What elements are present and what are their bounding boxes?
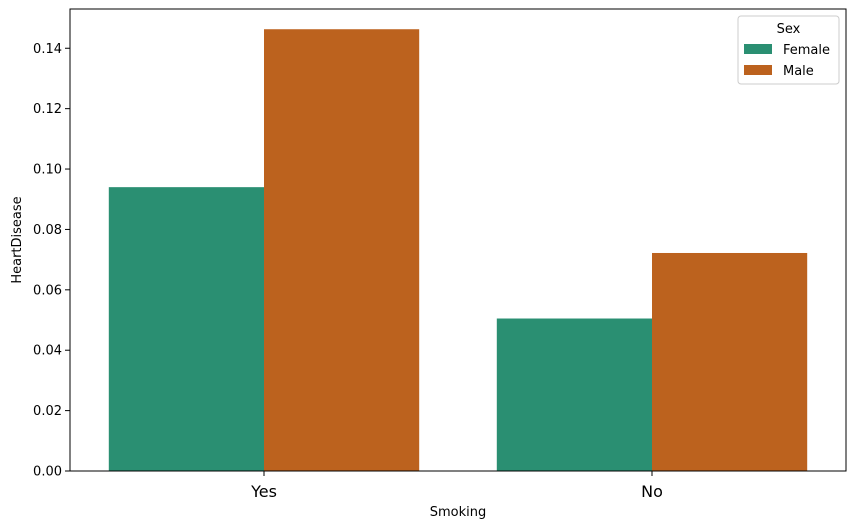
x-tick-label: No xyxy=(641,482,663,501)
bar-male-no xyxy=(652,252,808,471)
y-tick-label: 0.12 xyxy=(33,102,62,117)
y-tick-label: 0.08 xyxy=(33,223,62,238)
y-tick-label: 0.02 xyxy=(33,404,62,419)
y-tick-label: 0.04 xyxy=(33,344,62,359)
y-tick-label: 0.10 xyxy=(33,163,62,178)
legend: Sex Female Male xyxy=(737,15,840,85)
legend-swatch-male xyxy=(744,65,772,75)
bars-group xyxy=(108,29,808,471)
legend-label-female: Female xyxy=(783,43,830,58)
legend-swatch-female xyxy=(744,44,772,54)
bar-female-no xyxy=(496,318,652,471)
y-tick-label: 0.00 xyxy=(33,465,62,480)
x-axis: Yes No xyxy=(250,471,663,501)
bar-male-yes xyxy=(264,29,420,471)
y-axis-label: HeartDisease xyxy=(10,196,25,283)
x-tick-label: Yes xyxy=(250,482,277,501)
legend-title: Sex xyxy=(777,22,801,37)
y-tick-label: 0.14 xyxy=(33,42,62,57)
bar-female-yes xyxy=(108,187,264,471)
y-tick-label: 0.06 xyxy=(33,283,62,298)
plot-frame xyxy=(69,8,847,472)
x-axis-label: Smoking xyxy=(430,505,487,520)
legend-label-male: Male xyxy=(783,64,814,79)
y-axis: 0.00 0.02 0.04 0.06 0.08 0.10 0.12 0.14 xyxy=(33,42,70,480)
